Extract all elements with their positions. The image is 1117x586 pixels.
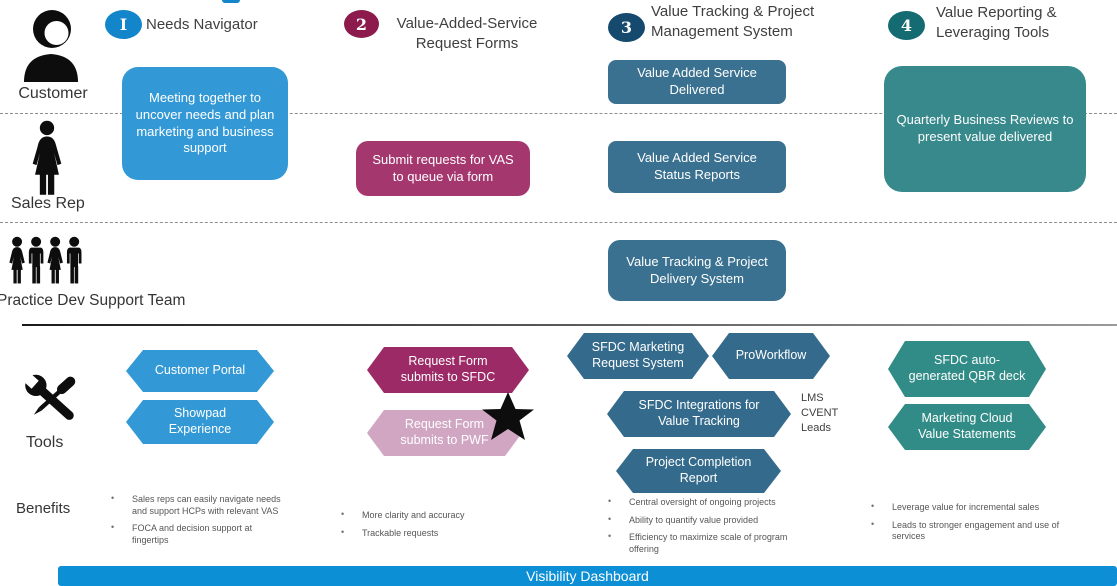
star-icon: [482, 392, 534, 440]
lms-cvent-leads-text: LMS CVENT Leads: [801, 391, 838, 436]
request-form-sfdc-chip: Request Form submits to SFDC: [367, 347, 529, 393]
vas-delivered-box: Value Added Service Delivered: [608, 60, 786, 104]
benefits-list-col4: Leverage value for incremental sales Lea…: [868, 501, 1086, 549]
benefit-item: Sales reps can easily navigate needs and…: [108, 493, 286, 517]
practice-dev-team-icon: [9, 236, 82, 284]
stage-2-title: Value-Added-Service Request Forms: [396, 15, 538, 52]
stage-3-number-badge: 3: [608, 13, 645, 42]
proworkflow-chip: ProWorkflow: [712, 333, 830, 379]
sfdc-marketing-request-chip: SFDC Marketing Request System: [567, 333, 709, 379]
stage-4-number: 4: [900, 16, 913, 35]
lane-label-tools: Tools: [26, 434, 64, 451]
benefits-list-col1: Sales reps can easily navigate needs and…: [108, 493, 286, 553]
benefit-item: FOCA and decision support at fingertips: [108, 522, 286, 546]
benefit-item: Ability to quantify value provided: [605, 514, 790, 527]
benefits-list-col3: Central oversight of ongoing projects Ab…: [605, 496, 790, 562]
lane-label-practice-dev: Practice Dev Support Team: [0, 292, 186, 309]
salesrep-team-divider: [0, 222, 1117, 223]
stage-2-number-badge: 2: [344, 10, 379, 38]
team-tools-divider: [22, 324, 1117, 326]
value-tracking-delivery-box: Value Tracking & Project Delivery System: [608, 240, 786, 301]
stage-3-title: Value Tracking & Project Management Syst…: [651, 3, 815, 40]
stage-3-number: 3: [620, 18, 633, 37]
benefits-list-col2: More clarity and accuracy Trackable requ…: [338, 509, 528, 545]
visibility-dashboard-label: Visibility Dashboard: [526, 568, 649, 584]
benefit-item: Efficiency to maximize scale of program …: [605, 531, 790, 555]
visibility-dashboard-bar: Visibility Dashboard: [58, 566, 1117, 586]
lane-label-benefits: Benefits: [16, 500, 71, 517]
meeting-together-box: Meeting together to uncover needs and pl…: [122, 67, 288, 180]
vas-status-reports-box: Value Added Service Status Reports: [608, 141, 786, 193]
quarterly-business-reviews-box: Quarterly Business Reviews to present va…: [884, 66, 1086, 192]
stage-1-title: Needs Navigator: [146, 16, 258, 33]
customer-portal-chip: Customer Portal: [126, 350, 274, 392]
top-decor-fragment: [222, 0, 240, 3]
tools-icon: [22, 373, 76, 420]
sfdc-integrations-chip: SFDC Integrations for Value Tracking: [607, 391, 791, 437]
showpad-experience-chip: Showpad Experience: [126, 400, 274, 444]
lane-label-sales-rep: Sales Rep: [11, 195, 85, 212]
lane-label-customer: Customer: [18, 85, 88, 102]
leads-line: Leads: [801, 421, 831, 434]
cvent-line: CVENT: [801, 406, 839, 419]
sales-rep-icon: [32, 120, 62, 195]
stage-2-number: 2: [355, 14, 368, 34]
stage-4-title: Value Reporting & Leveraging Tools: [936, 4, 1057, 41]
stage-1-number: I: [119, 15, 128, 34]
customer-icon: [24, 10, 78, 82]
benefit-item: More clarity and accuracy: [338, 509, 528, 522]
submit-requests-box: Submit requests for VAS to queue via for…: [356, 141, 530, 196]
benefit-item: Central oversight of ongoing projects: [605, 496, 790, 509]
lms-line: LMS: [801, 392, 824, 404]
benefit-item: Trackable requests: [338, 527, 528, 540]
sfdc-qbr-deck-chip: SFDC auto-generated QBR deck: [888, 341, 1046, 397]
stage-4-number-badge: 4: [888, 11, 925, 40]
benefit-item: Leverage value for incremental sales: [868, 501, 1086, 514]
project-completion-report-chip: Project Completion Report: [616, 449, 781, 493]
marketing-cloud-chip: Marketing Cloud Value Statements: [888, 404, 1046, 450]
stage-1-number-badge: I: [105, 10, 142, 39]
benefit-item: Leads to stronger engagement and use of …: [868, 519, 1086, 543]
customer-salesrep-divider: [0, 113, 1117, 114]
